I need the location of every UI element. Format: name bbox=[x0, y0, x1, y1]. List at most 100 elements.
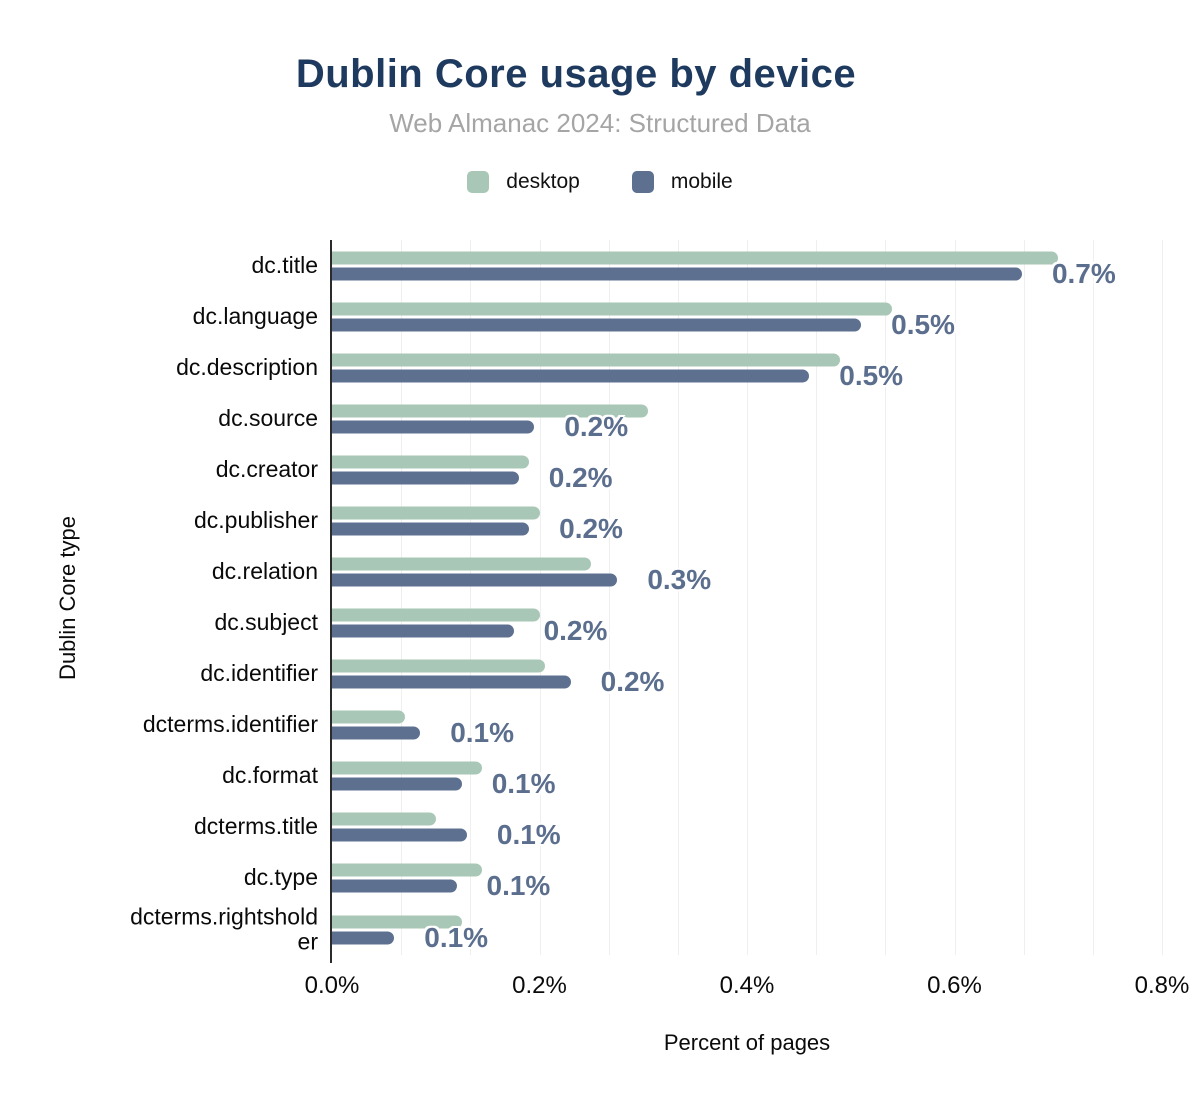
grid-line bbox=[470, 240, 472, 955]
bar-value-label: 0.1% bbox=[486, 870, 551, 902]
x-tick-label: 0.4% bbox=[719, 972, 775, 999]
category-label: dcterms.title bbox=[194, 813, 318, 840]
category-label: dc.format bbox=[222, 762, 318, 789]
grid-line bbox=[954, 240, 956, 955]
chart-row: dc.subject 0.2% bbox=[214, 598, 1162, 649]
grid-line bbox=[1092, 240, 1094, 955]
bar-value-label: 0.7% bbox=[1051, 257, 1116, 289]
bar-desktop bbox=[332, 404, 649, 418]
bar-value-label: 0.1% bbox=[496, 819, 561, 851]
bar-mobile bbox=[332, 318, 862, 332]
grid-line bbox=[816, 240, 818, 955]
bar-value-label: 0.5% bbox=[839, 359, 904, 391]
bar-desktop bbox=[332, 557, 592, 571]
bar-value-label: 0.2% bbox=[559, 512, 623, 544]
bar-desktop bbox=[332, 506, 540, 520]
chart-row: dc.identifier 0.2% bbox=[200, 649, 1162, 700]
chart-row: dc.publisher 0.2% bbox=[194, 495, 1162, 546]
grid-line bbox=[539, 240, 541, 955]
grid-line bbox=[747, 240, 748, 955]
category-label: dc.language bbox=[192, 302, 318, 329]
y-axis-title: Dublin Core type bbox=[55, 516, 80, 680]
bar-mobile bbox=[332, 675, 571, 689]
category-label: dcterms.rightsholder bbox=[130, 902, 318, 955]
bar-desktop bbox=[332, 710, 405, 724]
grid-line bbox=[608, 240, 610, 955]
bar-mobile bbox=[332, 879, 457, 893]
grid-line bbox=[1023, 240, 1025, 955]
category-label: dc.source bbox=[218, 404, 318, 431]
chart-row: dc.relation 0.3% bbox=[212, 546, 1162, 597]
category-label: dcterms.identifier bbox=[142, 711, 318, 738]
grid-line bbox=[1162, 240, 1163, 955]
x-tick-label: 0.8% bbox=[1134, 972, 1190, 999]
chart-row: dcterms.identifier 0.1% bbox=[143, 700, 1162, 751]
bar-mobile bbox=[332, 573, 618, 587]
category-label: dc.publisher bbox=[193, 507, 318, 534]
bar-value-label: 0.5% bbox=[891, 308, 955, 340]
bar-value-label: 0.2% bbox=[543, 615, 608, 647]
plot-area: dc.title 0.7% dc.language 0.5% dc.descriptio… bbox=[130, 240, 1163, 963]
chart-row: dc.creator 0.2% bbox=[216, 444, 1162, 495]
x-axis-title: Percent of pages bbox=[663, 1030, 831, 1055]
legend-item-desktop: desktop bbox=[467, 170, 580, 194]
category-label: dc.description bbox=[176, 353, 318, 380]
x-tick-label: 0.0% bbox=[304, 972, 360, 999]
bar-desktop bbox=[332, 251, 1059, 265]
bar-desktop bbox=[332, 608, 540, 622]
chart-row: dcterms.rightsholder 0.1% bbox=[130, 903, 1162, 955]
bar-mobile bbox=[332, 726, 421, 740]
bar-value-label: 0.1% bbox=[424, 921, 489, 953]
bar-mobile bbox=[332, 777, 462, 791]
category-label: dc.relation bbox=[211, 558, 318, 585]
chart-title: Dublin Core usage by device bbox=[295, 52, 857, 96]
legend-swatch-mobile bbox=[631, 171, 654, 193]
category-label: dc.type bbox=[243, 864, 318, 891]
grid-line bbox=[401, 240, 403, 955]
bar-desktop bbox=[332, 659, 545, 673]
y-axis-line bbox=[330, 240, 332, 963]
grid-line bbox=[677, 240, 679, 955]
legend: desktop mobile bbox=[0, 170, 1200, 194]
bar-value-label: 0.2% bbox=[548, 461, 613, 493]
bar-mobile bbox=[332, 267, 1022, 281]
category-label: dc.subject bbox=[214, 609, 318, 636]
category-label: dc.creator bbox=[215, 455, 318, 482]
chart-row: dc.format 0.1% bbox=[222, 751, 1162, 802]
bar-rows: dc.title 0.7% dc.language 0.5% dc.descriptio… bbox=[130, 240, 1162, 955]
x-tick-label: 0.2% bbox=[512, 972, 567, 999]
chart-row: dc.type 0.1% bbox=[244, 853, 1162, 904]
bar-mobile bbox=[332, 624, 514, 638]
legend-swatch-desktop bbox=[467, 171, 490, 193]
category-label: dc.title bbox=[251, 251, 318, 278]
bar-value-label: 0.2% bbox=[600, 666, 665, 698]
bar-mobile bbox=[332, 420, 535, 434]
legend-label: mobile bbox=[670, 170, 733, 193]
chart-row: dcterms.title 0.1% bbox=[194, 802, 1162, 853]
legend-label: desktop bbox=[506, 170, 580, 193]
bar-mobile bbox=[332, 828, 467, 842]
bar-mobile bbox=[332, 931, 395, 945]
legend-item-mobile: mobile bbox=[631, 170, 733, 194]
category-label: dc.identifier bbox=[200, 660, 318, 687]
bar-desktop bbox=[332, 302, 893, 316]
bar-desktop bbox=[332, 915, 462, 929]
chart-subtitle: Web Almanac 2024: Structured Data bbox=[389, 108, 811, 138]
bar-value-label: 0.1% bbox=[450, 717, 515, 749]
x-axis-ticks: 0.0% 0.2% 0.4% 0.6% 0.8% bbox=[305, 972, 1190, 1002]
bar-desktop bbox=[332, 812, 436, 826]
x-tick-label: 0.6% bbox=[927, 972, 982, 999]
bar-value-label: 0.1% bbox=[491, 768, 556, 800]
bar-desktop bbox=[332, 455, 530, 469]
bar-desktop bbox=[332, 863, 483, 877]
grid-line bbox=[885, 240, 887, 955]
chart-row: dc.language 0.5% bbox=[193, 291, 1162, 342]
bar-value-label: 0.2% bbox=[564, 410, 629, 442]
bar-mobile bbox=[332, 471, 519, 485]
bar-mobile bbox=[332, 522, 530, 536]
chart-row: dc.title 0.7% bbox=[252, 240, 1162, 291]
bar-desktop bbox=[332, 353, 841, 367]
bar-mobile bbox=[332, 369, 810, 383]
chart-row: dc.source 0.2% bbox=[218, 393, 1162, 444]
